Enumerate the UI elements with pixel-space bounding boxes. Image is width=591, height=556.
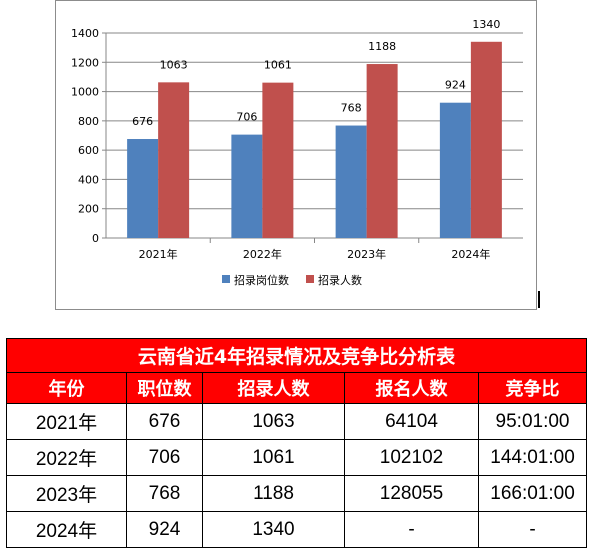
cell-recruits: 1061 (202, 439, 345, 476)
bar (470, 41, 502, 239)
legend-swatch (306, 275, 314, 283)
bar (262, 82, 294, 238)
x-tick-label: 2024年 (451, 247, 490, 261)
text-cursor (538, 291, 540, 308)
header-year: 年份 (6, 372, 127, 404)
x-tick-label: 2022年 (243, 247, 282, 261)
data-label: 676 (132, 115, 153, 128)
cell-applicants: 64104 (344, 403, 479, 440)
data-label: 768 (341, 102, 362, 115)
legend-swatch (222, 275, 230, 283)
data-label: 1340 (472, 18, 500, 31)
header-recruits: 招录人数 (202, 372, 345, 404)
cell-recruits: 1063 (202, 403, 345, 440)
table-title: 云南省近4年招录情况及竞争比分析表 (5, 338, 588, 373)
y-tick-label: 600 (78, 144, 99, 157)
bar (366, 64, 398, 238)
y-tick-label: 200 (78, 203, 99, 216)
table-row: 2023年 768 1188 128055 166:01:00 (6, 475, 588, 512)
y-tick-label: 1400 (71, 27, 99, 40)
data-label: 1061 (264, 59, 292, 72)
bar (439, 102, 471, 238)
cell-positions: 706 (126, 439, 203, 476)
table-row: 2021年 676 1063 64104 95:01:00 (6, 403, 588, 440)
bar-chart: 0 200 400 600 800 1000 1200 1400 676 1063 2021年 706… (71, 18, 523, 287)
legend-label: 招录岗位数 (234, 273, 289, 287)
stats-table-container: 云南省近4年招录情况及竞争比分析表 年份 职位数 招录人数 报名人数 竞争比 2… (5, 338, 588, 548)
bar (231, 134, 263, 238)
y-tick-label: 0 (92, 232, 99, 245)
cell-positions: 676 (126, 403, 203, 440)
header-applicants: 报名人数 (344, 372, 479, 404)
cell-year: 2023年 (6, 475, 127, 512)
x-tick-label: 2021年 (139, 247, 178, 261)
table-row: 2024年 924 1340 - - (6, 511, 588, 548)
header-ratio: 竞争比 (477, 372, 588, 404)
cell-applicants: 128055 (344, 475, 479, 512)
bar (158, 82, 190, 238)
cell-recruits: 1188 (202, 475, 345, 512)
table-header-row: 年份 职位数 招录人数 报名人数 竞争比 (6, 372, 588, 404)
data-label: 1063 (160, 58, 188, 71)
data-label: 1188 (368, 40, 396, 53)
x-tick-label: 2023年 (347, 247, 386, 261)
legend-label: 招录人数 (318, 273, 362, 287)
cell-ratio: 166:01:00 (477, 475, 588, 512)
bar (335, 125, 367, 238)
cell-positions: 924 (126, 511, 203, 548)
cell-ratio: 144:01:00 (477, 439, 588, 476)
y-tick-label: 400 (78, 173, 99, 186)
stats-table: 云南省近4年招录情况及竞争比分析表 年份 职位数 招录人数 报名人数 竞争比 2… (5, 338, 588, 548)
cell-ratio: - (477, 511, 588, 548)
bar (127, 139, 159, 238)
chart-area: 0 200 400 600 800 1000 1200 1400 676 1063 2021年 706… (55, 0, 537, 310)
cell-positions: 768 (126, 475, 203, 512)
data-label: 706 (236, 111, 257, 124)
header-positions: 职位数 (126, 372, 203, 404)
y-tick-label: 1200 (71, 56, 99, 69)
table-row: 2022年 706 1061 102102 144:01:00 (6, 439, 588, 476)
cell-applicants: - (344, 511, 479, 548)
y-tick-label: 1000 (71, 86, 99, 99)
cell-ratio: 95:01:00 (477, 403, 588, 440)
data-label: 924 (445, 79, 466, 92)
cell-recruits: 1340 (202, 511, 345, 548)
cell-year: 2024年 (6, 511, 127, 548)
cell-year: 2021年 (6, 403, 127, 440)
cell-applicants: 102102 (344, 439, 479, 476)
cell-year: 2022年 (6, 439, 127, 476)
y-tick-label: 800 (78, 115, 99, 128)
